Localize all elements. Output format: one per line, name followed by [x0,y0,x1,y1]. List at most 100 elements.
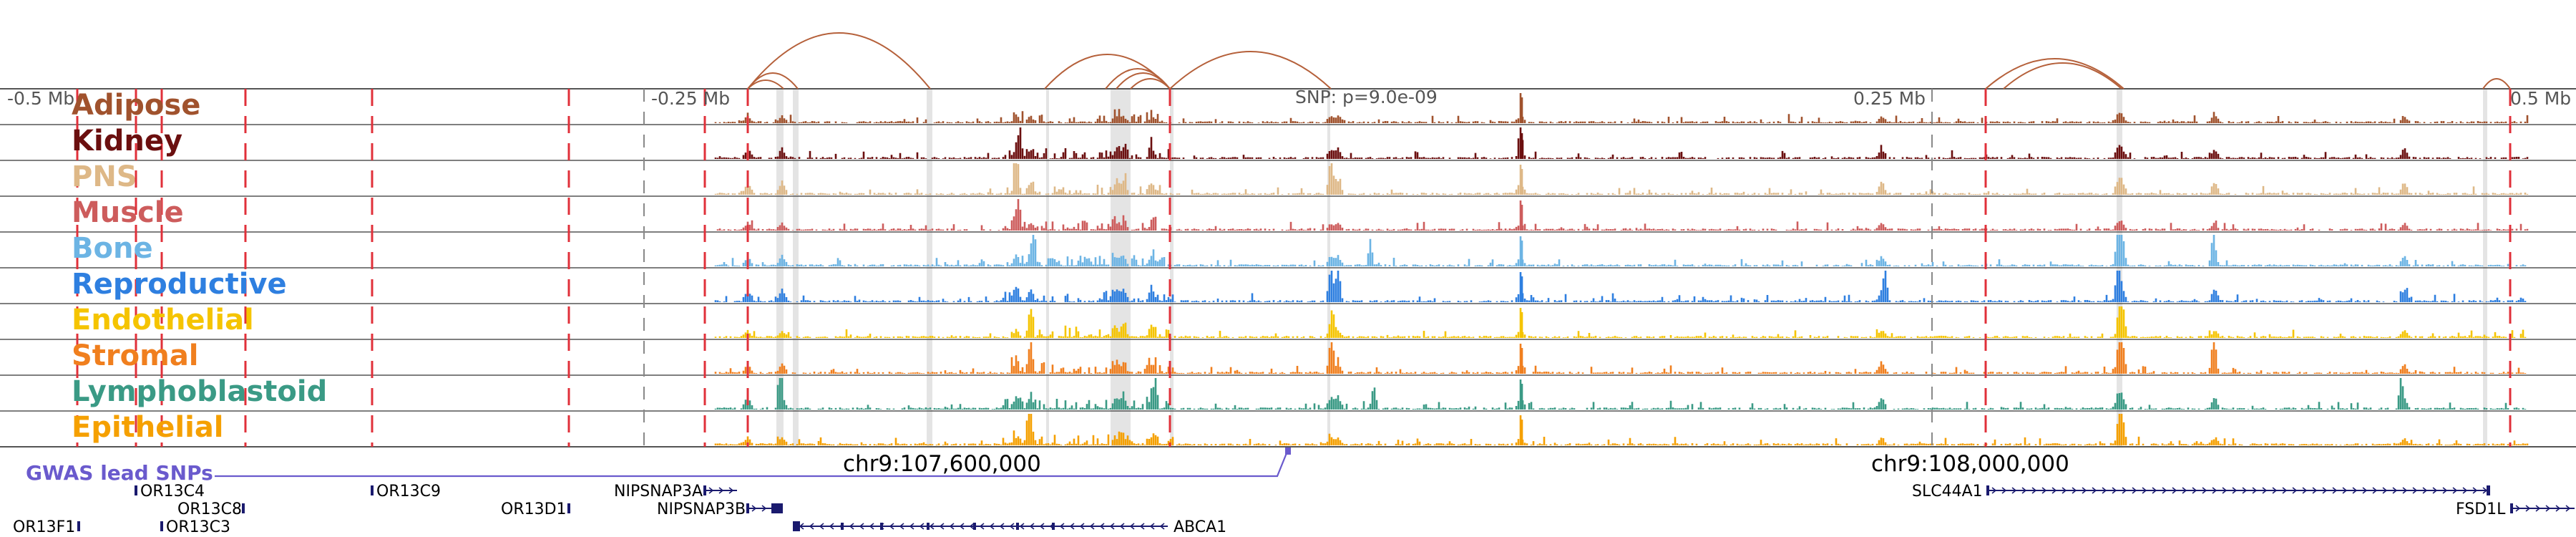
link-arc [2482,78,2511,90]
gene-slc44a1: SLC44A1 [1912,483,2489,500]
signal-peaks [714,127,2529,159]
gene-nipsnap3a: NIPSNAP3A [614,483,737,500]
gene-exon [793,521,800,531]
gene-exon [1016,523,1019,530]
signal-peaks [714,93,2529,123]
gwas-snp-marker [1285,448,1291,455]
gene-exon [2487,485,2490,495]
highlight-lines [76,89,2512,447]
coordinate-label-left: chr9:107,600,000 [843,451,1041,477]
gene-exon [371,485,374,495]
snp-label: SNP: p=9.0e-09 [1295,87,1438,107]
signal-tracks [714,93,2529,445]
gene-label: OR13C8 [177,500,242,518]
gene-exon [77,521,80,531]
signal-track-kidney [714,127,2529,159]
gene-exon [771,503,783,513]
signal-track-bone [714,235,2527,266]
link-arc [747,79,784,90]
track-label-lymphoblastoid: Lymphoblastoid [72,375,327,408]
axis-labels: -0.5 Mb -0.25 Mb 0.25 Mb 0.5 Mb SNP: p=9… [7,87,2571,109]
gene-nipsnap3b: NIPSNAP3B [657,500,783,518]
gene-label: FSD1L [2456,500,2506,518]
gene-track: OR13C4 OR13C9 OR13C8 OR13D1 OR13F1 OR13C3 NIPS… [13,483,2575,536]
track-label-bone: Bone [72,232,153,265]
coordinate-label-right: chr9:108,000,000 [1871,451,2069,477]
link-arc [1169,51,1332,90]
axis-label-plus-0-5: 0.5 Mb [2510,88,2571,109]
signal-track-epithelial [714,414,2529,445]
track-label-endothelial: Endothelial [72,304,254,337]
signal-peaks [714,271,2527,302]
gene-label: OR13D1 [501,500,567,518]
gene-exon [703,485,706,495]
track-borders [0,88,2576,448]
track-labels: AdiposeKidneyPNSMuscleBoneReproductiveEn… [72,89,327,444]
gwas-track: GWAS lead SNPs [26,448,1291,485]
strand-arrows [2515,505,2571,512]
signal-track-lymphoblastoid [714,378,2527,410]
track-label-kidney: Kidney [72,125,182,158]
link-arc [1116,72,1171,90]
gwas-connector [215,449,1289,478]
gene-label: OR13F1 [13,518,75,536]
gene-label: ABCA1 [1174,518,1226,536]
gene-exon [2510,503,2513,513]
axis-label-minus-0-5: -0.5 Mb [7,88,74,109]
gene-fsd1l: FSD1L [2456,500,2575,518]
signal-peaks [714,414,2529,445]
track-label-adipose: Adipose [72,89,200,122]
signal-track-endothelial [714,306,2527,338]
axis-label-minus-0-25: -0.25 Mb [651,88,730,109]
gene-label: OR13C4 [140,483,205,500]
gene-or13d1: OR13D1 [501,500,570,518]
gene-or13c4: OR13C4 [135,483,205,500]
signal-track-reproductive [714,271,2527,302]
gene-label: OR13C9 [376,483,441,500]
gene-or13f1: OR13F1 [13,518,80,536]
strand-arrows [751,505,767,512]
track-label-reproductive: Reproductive [72,268,287,301]
link-arc [2003,62,2122,90]
signal-peaks [714,163,2529,195]
gene-exon [1052,523,1055,530]
signal-track-adipose [714,93,2529,123]
axis-label-plus-0-25: 0.25 Mb [1853,88,1926,109]
signal-track-pns [714,163,2529,195]
coordinate-labels: chr9:107,600,000 chr9:108,000,000 [843,451,2069,477]
gene-or13c9: OR13C9 [371,483,441,500]
signal-track-muscle [716,199,2529,231]
gene-exon [567,503,570,513]
signal-track-stromal [714,342,2527,374]
gene-exon [135,485,137,495]
gene-exon [242,503,245,513]
gene-exon [1986,485,1989,495]
link-arc [747,32,931,90]
link-arc [747,72,799,90]
link-arc [1985,58,2124,90]
gwas-label: GWAS lead SNPs [26,461,213,485]
strand-arrows [708,487,734,494]
signal-peaks [714,378,2527,410]
track-label-muscle: Muscle [72,196,184,229]
gene-exon [841,523,844,530]
gene-or13c8: OR13C8 [177,500,245,518]
signal-peaks [716,199,2529,231]
signal-peaks [714,306,2527,338]
link-arcs [747,32,2511,90]
gene-exon [927,523,930,530]
track-label-epithelial: Epithelial [72,411,224,444]
gene-abca1: ABCA1 [793,518,1226,536]
track-label-pns: PNS [72,160,137,193]
gene-label: NIPSNAP3A [614,483,703,500]
gene-label: NIPSNAP3B [657,500,746,518]
gene-label: OR13C3 [166,518,230,536]
gene-or13c3: OR13C3 [160,518,230,536]
track-label-stromal: Stromal [72,339,199,372]
link-arc [1130,78,1171,90]
signal-peaks [714,235,2527,266]
signal-peaks [714,342,2527,374]
strand-arrows [1991,487,2488,494]
gene-exon [973,523,976,530]
